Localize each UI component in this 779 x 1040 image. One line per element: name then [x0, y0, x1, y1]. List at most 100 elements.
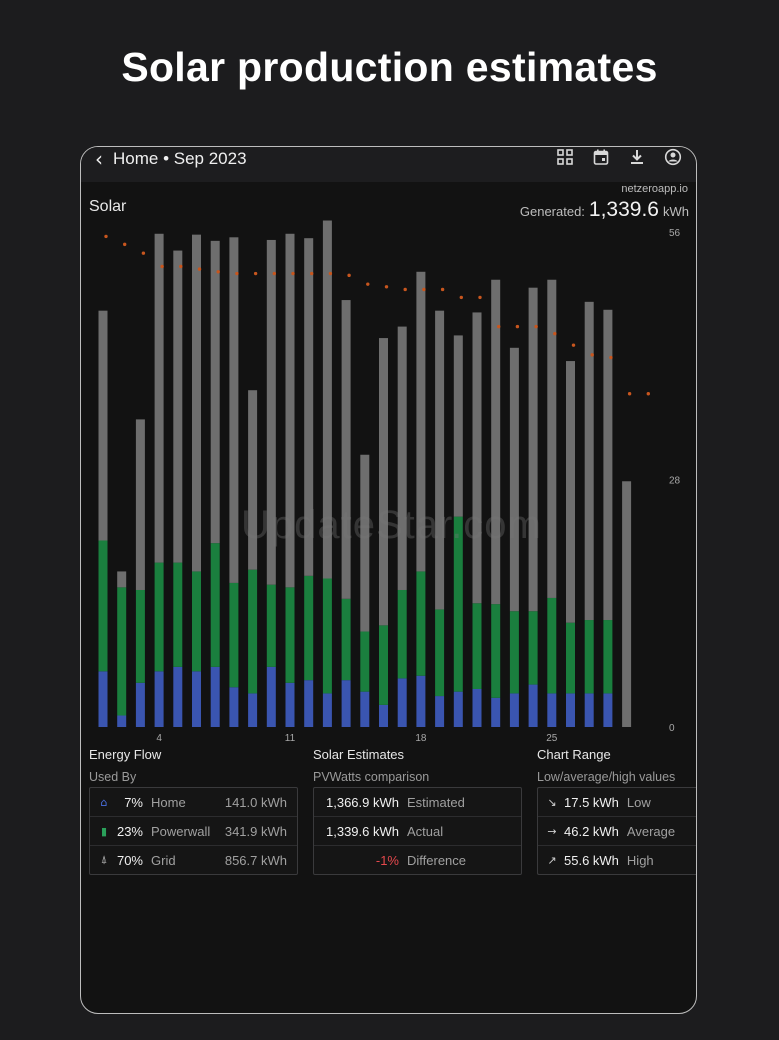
powerwall-bar-segment	[173, 562, 183, 667]
grid-bar-segment	[229, 237, 239, 583]
solar-estimates-panel: Solar Estimates PVWatts comparison 1,366…	[313, 747, 522, 875]
home-bar-segment	[584, 693, 594, 727]
home-bar-segment	[509, 693, 519, 727]
estimate-point	[384, 285, 389, 289]
powerwall-bar-segment	[528, 611, 538, 685]
account-icon[interactable]	[664, 148, 682, 166]
estimate-point	[403, 287, 407, 292]
download-icon[interactable]	[628, 148, 646, 166]
energy-flow-label: Home	[151, 794, 186, 810]
home-bar-segment	[603, 693, 613, 727]
powerwall-bar-segment	[210, 543, 220, 667]
home-bar-segment	[379, 704, 388, 727]
energy-flow-pct: 23%	[116, 823, 143, 839]
solar-estimates-row-actual[interactable]: 1,339.6 kWh Actual	[314, 816, 521, 845]
grid-tower-icon: ⍋	[100, 853, 108, 866]
energy-flow-pct: 70%	[116, 852, 143, 868]
chart-range-subtitle: Low/average/high values	[537, 770, 676, 784]
powerwall-bar-segment	[229, 582, 239, 688]
chart-range-panel: Chart Range Low/average/high values ↘ 17…	[537, 747, 696, 875]
powerwall-bar-segment	[603, 620, 613, 694]
home-bar-segment	[304, 680, 314, 727]
grid-bar-segment	[98, 310, 108, 541]
trend-flat-icon: →	[547, 824, 557, 838]
powerwall-bar-segment	[397, 589, 407, 679]
chart-range-row-low[interactable]: ↘ 17.5 kWh Low	[538, 788, 696, 816]
x-tick-label: 11	[285, 733, 296, 744]
grid-bar-segment	[322, 220, 332, 579]
home-bar-segment	[528, 684, 538, 727]
estimate-point	[104, 234, 108, 239]
estimate-point	[179, 264, 183, 269]
grid-bar-segment	[584, 301, 594, 621]
chart-title: Solar	[89, 198, 127, 215]
y-tick-label: 56	[669, 228, 681, 239]
estimate-label: Actual	[407, 823, 444, 839]
estimate-value: 1,366.9 kWh	[326, 794, 399, 810]
powerwall-bar-segment	[435, 609, 445, 697]
grid-bar-segment	[416, 271, 426, 572]
solar-estimates-row-estimated[interactable]: 1,366.9 kWh Estimated	[314, 788, 521, 816]
back-button[interactable]: ‹ Home • Sep 2023	[95, 147, 247, 171]
energy-flow-subtitle: Used By	[89, 770, 137, 784]
grid-bar-segment	[472, 312, 482, 604]
grid-bar-segment	[566, 361, 575, 623]
powerwall-bar-segment	[341, 598, 351, 681]
x-tick-label: 18	[415, 733, 427, 744]
estimate-point	[440, 287, 445, 292]
grid-bar-segment	[509, 347, 519, 612]
home-bar-segment	[322, 693, 332, 727]
x-tick-label: 25	[546, 733, 558, 744]
energy-flow-pct: 7%	[124, 794, 143, 810]
estimate-point	[291, 271, 295, 276]
energy-flow-row-home[interactable]: ⌂ 7% Home 141.0 kWh	[90, 788, 297, 816]
energy-flow-table: ⌂ 7% Home 141.0 kWh ▮ 23% Powerwall 341.…	[89, 787, 298, 875]
home-bar-segment	[453, 691, 463, 727]
home-bar-segment	[210, 666, 220, 727]
home-bar-segment	[566, 693, 575, 727]
energy-flow-value: 141.0 kWh	[224, 794, 287, 810]
range-label: High	[626, 852, 654, 868]
estimate-point	[590, 353, 594, 357]
estimate-point	[216, 270, 220, 274]
generated-value: 1,339.6	[588, 198, 659, 221]
home-bar-segment	[154, 671, 164, 727]
home-bar-segment	[248, 693, 258, 727]
grid-icon[interactable]	[556, 148, 574, 166]
home-bar-segment	[435, 696, 445, 727]
powerwall-bar-segment	[248, 569, 258, 694]
solar-bar-chart[interactable]: 0 28 56 4 11 18 25	[81, 217, 697, 747]
solar-estimates-title: Solar Estimates	[313, 747, 405, 762]
estimate-point	[253, 271, 258, 276]
estimate-point	[366, 282, 370, 286]
calendar-icon[interactable]	[592, 148, 610, 166]
energy-flow-value: 856.7 kWh	[224, 852, 287, 868]
grid-bar-segment	[248, 390, 258, 570]
site-label: netzeroapp.io	[621, 183, 688, 195]
energy-flow-label: Powerwall	[151, 823, 211, 839]
grid-bar-segment	[603, 309, 613, 621]
estimate-point	[328, 271, 333, 276]
range-label: Low	[626, 794, 651, 810]
chart-range-title: Chart Range	[537, 747, 611, 762]
breadcrumb-title: Home • Sep 2023	[113, 149, 247, 168]
chart-range-row-average[interactable]: → 46.2 kWh Average	[538, 816, 696, 845]
solar-estimates-row-difference[interactable]: -1% Difference	[314, 845, 521, 874]
top-nav-bar: ‹ Home • Sep 2023	[81, 147, 696, 182]
grid-bar-segment	[397, 326, 407, 590]
home-icon: ⌂	[100, 795, 108, 809]
grid-bar-segment	[192, 234, 201, 572]
estimate-label: Difference	[407, 852, 467, 868]
estimate-point	[534, 324, 538, 329]
energy-flow-row-grid[interactable]: ⍋ 70% Grid 856.7 kWh	[90, 845, 297, 874]
estimate-point	[197, 267, 202, 271]
home-bar-segment	[117, 715, 127, 727]
home-bar-segment	[491, 697, 501, 727]
grid-bar-segment	[117, 571, 127, 588]
chart-range-row-high[interactable]: ↗ 55.6 kWh High	[538, 845, 696, 874]
home-bar-segment	[360, 691, 370, 727]
powerwall-bar-segment	[154, 562, 164, 672]
energy-flow-row-powerwall[interactable]: ▮ 23% Powerwall 341.9 kWh	[90, 816, 297, 845]
generated-label: Generated:	[519, 204, 585, 219]
grid-bar-segment	[154, 233, 164, 563]
